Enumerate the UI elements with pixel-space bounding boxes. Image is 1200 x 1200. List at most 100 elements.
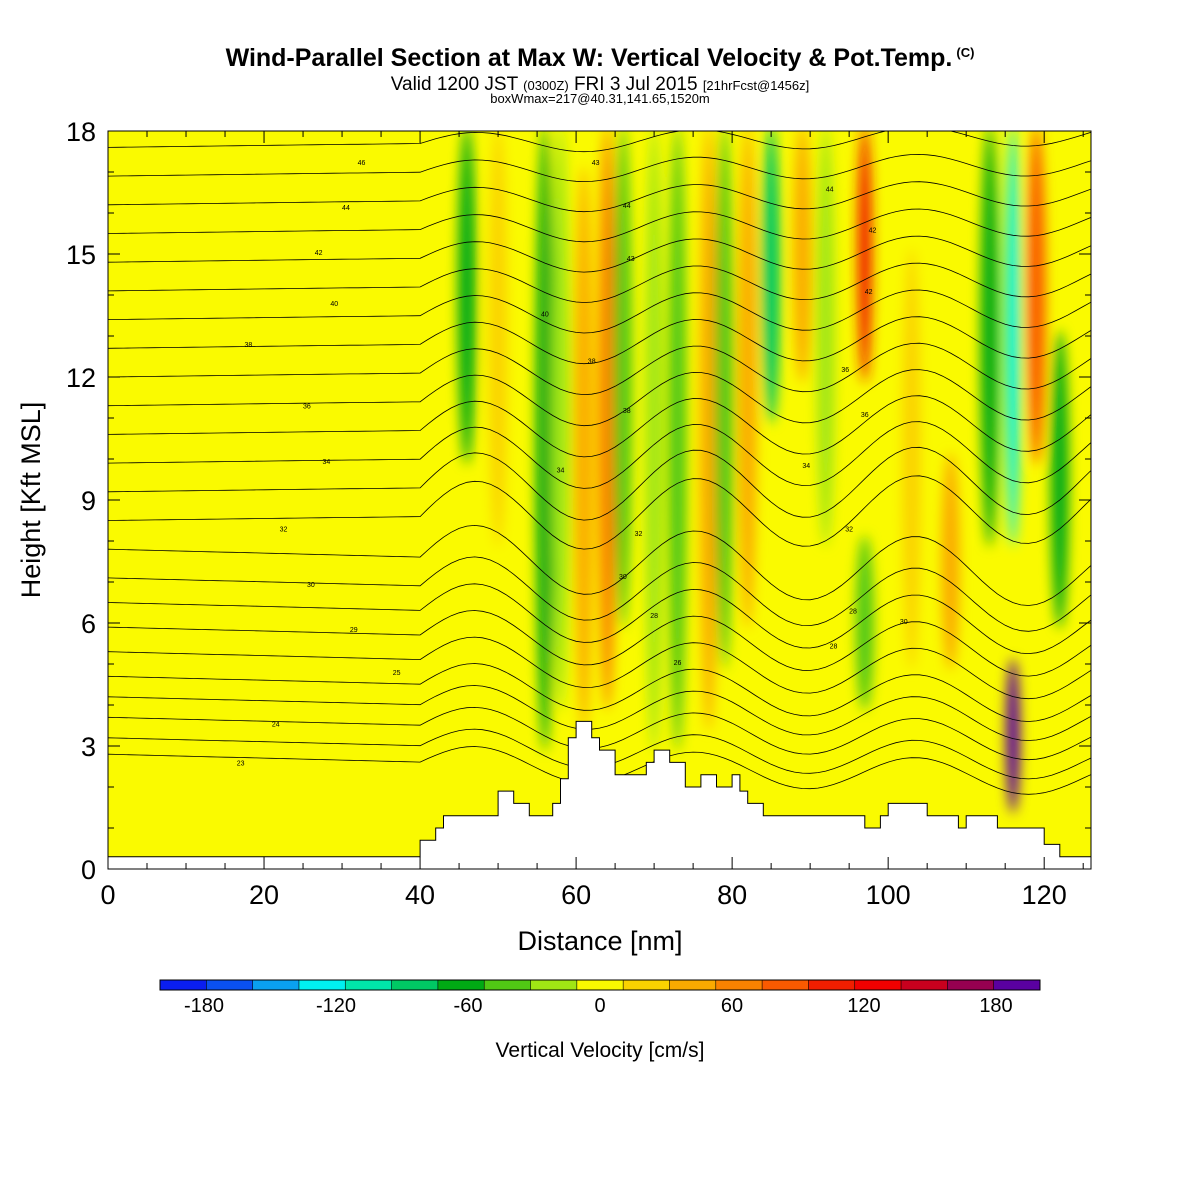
chart-title: Wind-Parallel Section at Max W: Vertical… xyxy=(0,44,1200,73)
velocity-band xyxy=(489,131,508,547)
contour-label: 46 xyxy=(358,160,366,167)
y-tick-label: 3 xyxy=(81,732,96,762)
forecast-info: [21hrFcst@1456z] xyxy=(702,78,810,93)
colorbar-swatch xyxy=(947,980,995,990)
colorbar: -180 -120 -60 0 60 120 180 xyxy=(159,979,1041,1017)
contour-label-text: 30 xyxy=(900,619,908,626)
contour-label: 24 xyxy=(272,721,280,728)
contour-label: 36 xyxy=(303,404,311,411)
x-tick-label: 80 xyxy=(717,880,747,910)
velocity-band xyxy=(645,131,664,752)
velocity-band xyxy=(598,131,617,711)
isentrope-45 xyxy=(108,131,1091,153)
contour-label-text: 44 xyxy=(342,205,350,212)
contour-label-text: 25 xyxy=(393,670,401,677)
velocity-band xyxy=(980,131,999,547)
y-tick-label: 12 xyxy=(66,363,96,393)
contour-label-text: 40 xyxy=(541,311,549,318)
colorbar-frame xyxy=(159,979,1041,991)
velocity-band xyxy=(457,131,476,465)
isentrope-38 xyxy=(108,316,1091,365)
contour-label: 28 xyxy=(650,613,658,620)
contour-label: 43 xyxy=(627,256,635,263)
contour-label: 25 xyxy=(393,670,401,677)
isentrope-39 xyxy=(108,289,1091,334)
colorbar-swatch xyxy=(206,980,254,990)
x-axis-label: Distance [nm] xyxy=(517,926,682,956)
colorbar-swatch xyxy=(252,980,300,990)
y-tick-label: 0 xyxy=(81,855,96,885)
contour-label: 28 xyxy=(849,609,857,616)
colorbar-swatch xyxy=(484,980,532,990)
contour-label-text: 32 xyxy=(280,527,288,534)
contour-label: 42 xyxy=(865,289,873,296)
isentrope-43 xyxy=(108,181,1091,213)
isentrope-42 xyxy=(108,208,1091,243)
isentrope-44 xyxy=(108,153,1091,183)
colorbar-label: Vertical Velocity [cm/s] xyxy=(496,1039,705,1062)
colorbar-swatch xyxy=(854,980,902,990)
colorbar-tick-label: -180 xyxy=(184,995,224,1017)
isentrope-lines xyxy=(108,99,1091,795)
contour-label: 30 xyxy=(307,582,315,589)
contour-label: 44 xyxy=(342,205,350,212)
contour-label: 44 xyxy=(623,203,631,210)
contour-label-text: 38 xyxy=(623,408,631,415)
contour-label: 23 xyxy=(237,760,245,767)
velocity-band xyxy=(902,248,921,670)
x-tick-label: 60 xyxy=(561,880,591,910)
velocity-band xyxy=(793,131,812,383)
terrain-profile xyxy=(107,720,1092,870)
colorbar-swatch xyxy=(298,980,346,990)
colorbar-tick-label: 0 xyxy=(594,995,605,1017)
contour-label: 36 xyxy=(861,412,869,419)
x-tick-label: 20 xyxy=(249,880,279,910)
isentrope-41 xyxy=(108,235,1091,273)
contour-label-text: 43 xyxy=(592,160,600,167)
colorbar-swatch xyxy=(391,980,439,990)
colorbar-swatch xyxy=(160,980,207,990)
isentrope-33 xyxy=(108,446,1091,521)
contour-label: 30 xyxy=(619,574,627,581)
colorbar-swatch xyxy=(345,980,393,990)
velocity-band xyxy=(1005,131,1020,547)
colorbar-tick-label: 60 xyxy=(721,995,743,1017)
contour-label-text: 32 xyxy=(845,527,853,534)
contour-label-text: 44 xyxy=(826,186,834,193)
contour-label: 43 xyxy=(592,160,600,167)
contour-label: 42 xyxy=(315,250,323,257)
contour-label: 32 xyxy=(280,527,288,534)
valid-time-utc: (0300Z) xyxy=(523,78,569,93)
velocity-band xyxy=(941,453,960,670)
contour-label-text: 29 xyxy=(350,627,358,634)
contour-label: 28 xyxy=(830,644,838,651)
velocity-band xyxy=(551,131,570,711)
contour-label-text: 32 xyxy=(635,531,643,538)
contour-label: 38 xyxy=(245,342,253,349)
velocity-band xyxy=(668,131,687,752)
velocity-band-group xyxy=(457,131,1069,814)
velocity-band xyxy=(535,131,554,752)
isentrope-25 xyxy=(108,685,1091,741)
contour-label-text: 26 xyxy=(674,660,682,667)
valid-time-main-a: Valid 1200 JST xyxy=(390,74,518,95)
isentrope-46 xyxy=(108,99,1091,122)
x-tick-label: 120 xyxy=(1022,880,1067,910)
box-wmax-line: boxWmax=217@40.31,141.65,1520m xyxy=(490,91,710,106)
contour-label: 30 xyxy=(900,619,908,626)
contour-label-text: 36 xyxy=(303,404,311,411)
contour-label-text: 38 xyxy=(588,359,596,366)
contour-label-text: 36 xyxy=(841,367,849,374)
velocity-band xyxy=(857,131,872,383)
colorbar-tick-label: -60 xyxy=(454,995,483,1017)
contour-label-text: 24 xyxy=(272,721,280,728)
y-axis-label: Height [Kft MSL] xyxy=(16,402,46,599)
contour-label: 34 xyxy=(802,463,810,470)
contour-label-text: 30 xyxy=(307,582,315,589)
terrain xyxy=(107,720,1092,870)
contour-label-text: 38 xyxy=(245,342,253,349)
contour-label: 40 xyxy=(330,301,338,308)
velocity-band xyxy=(715,131,734,670)
isentrope-30 xyxy=(108,556,1091,632)
